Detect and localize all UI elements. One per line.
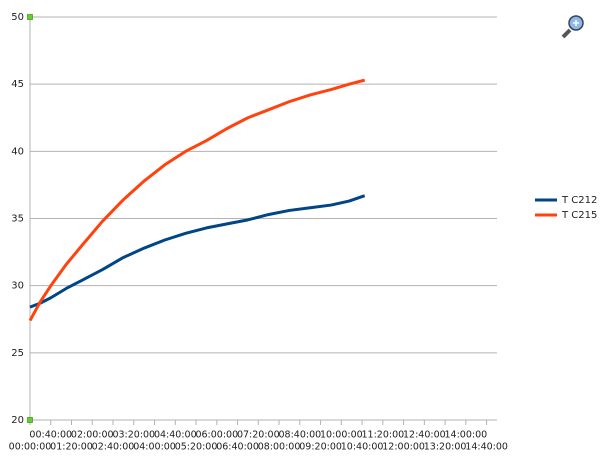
x-tick-label: 00:00:00	[9, 442, 52, 453]
x-tick-label: 14:40:00	[465, 442, 508, 453]
y-tick-label: 35	[11, 214, 24, 225]
legend-label: T C215	[561, 210, 597, 221]
x-tick-label: 09:20:00	[299, 442, 342, 453]
x-tick-label: 03:20:00	[112, 430, 155, 441]
y-tick-label: 45	[11, 79, 24, 90]
x-tick-label: 04:00:00	[133, 442, 176, 453]
x-tick-label: 02:00:00	[71, 430, 114, 441]
series-line	[28, 78, 366, 322]
x-tick-label: 02:40:00	[92, 442, 135, 453]
x-tick-label: 08:40:00	[278, 430, 321, 441]
x-tick-label: 13:20:00	[424, 442, 467, 453]
zoom-icon[interactable]	[561, 15, 584, 39]
x-tick-label: 12:00:00	[382, 442, 425, 453]
x-tick-label: 14:00:00	[445, 430, 488, 441]
x-tick-label: 10:00:00	[320, 430, 363, 441]
y-tick-label: 50	[11, 12, 24, 23]
x-tick-label: 12:40:00	[403, 430, 446, 441]
x-tick-label: 06:40:00	[216, 442, 259, 453]
x-tick-label: 07:20:00	[237, 430, 280, 441]
x-tick-label: 00:40:00	[29, 430, 72, 441]
axis-handle	[27, 14, 33, 20]
y-tick-label: 20	[11, 415, 24, 426]
y-tick-label: 25	[11, 348, 24, 359]
axis-handle	[27, 417, 33, 423]
x-tick-label: 11:20:00	[362, 430, 405, 441]
series-line	[29, 194, 366, 309]
x-tick-label: 05:20:00	[175, 442, 218, 453]
x-tick-label: 06:00:00	[195, 430, 238, 441]
y-tick-label: 30	[11, 281, 24, 292]
x-tick-label: 01:20:00	[50, 442, 93, 453]
legend-label: T C212	[561, 195, 597, 206]
y-tick-label: 40	[11, 146, 24, 157]
x-tick-label: 10:40:00	[341, 442, 384, 453]
x-tick-label: 04:40:00	[154, 430, 197, 441]
x-tick-label: 08:00:00	[258, 442, 301, 453]
